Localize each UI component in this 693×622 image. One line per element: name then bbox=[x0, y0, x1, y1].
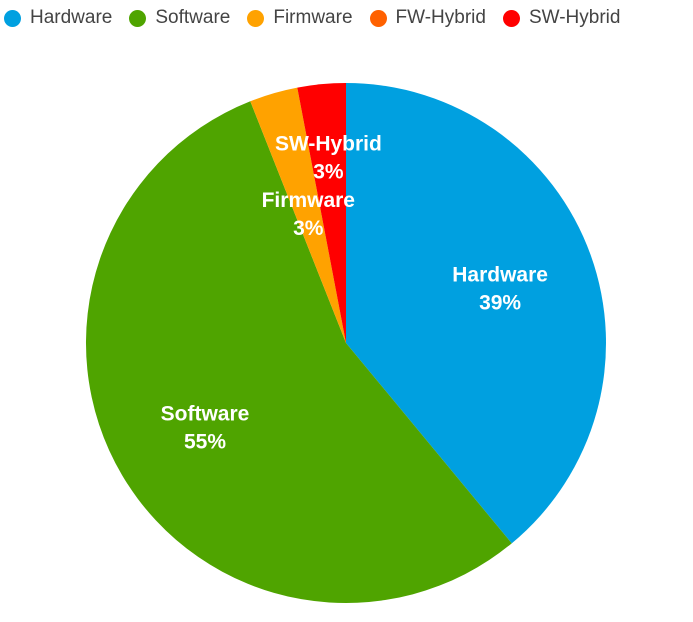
legend-item-hardware[interactable]: Hardware bbox=[4, 7, 112, 29]
legend-label-sw-hybrid: SW-Hybrid bbox=[528, 7, 621, 28]
legend-item-sw-hybrid[interactable]: SW-Hybrid bbox=[502, 7, 621, 29]
slice-label-hardware: Hardware bbox=[452, 264, 548, 287]
legend-label-software: Software bbox=[155, 7, 231, 28]
legend-swatch-fw-hybrid bbox=[369, 9, 387, 27]
legend-swatch-sw-hybrid bbox=[502, 9, 520, 27]
legend-label-fw-hybrid: FW-Hybrid bbox=[395, 7, 486, 28]
slice-label-software: Software bbox=[161, 402, 250, 425]
chart-legend: Hardware Software Firmware FW-Hybrid SW-… bbox=[4, 4, 620, 32]
slice-label-firmware: Firmware bbox=[262, 189, 355, 212]
pie-slice-labels: Hardware 39% Software 55% Firmware 3% SW-Hybri… bbox=[161, 133, 548, 454]
slice-value-firmware: 3% bbox=[293, 217, 324, 240]
pie-slices bbox=[85, 83, 606, 604]
slice-label-sw-hybrid: SW-Hybrid bbox=[275, 133, 382, 156]
slice-value-software: 55% bbox=[184, 430, 226, 453]
legend-item-firmware[interactable]: Firmware bbox=[247, 7, 353, 29]
slice-value-sw-hybrid: 3% bbox=[313, 161, 344, 184]
legend-swatch-software bbox=[129, 9, 147, 27]
legend-label-hardware: Hardware bbox=[30, 7, 113, 28]
pie-slice-firmware[interactable] bbox=[250, 87, 346, 343]
legend-item-fw-hybrid[interactable]: FW-Hybrid bbox=[369, 7, 486, 29]
legend-label-firmware: Firmware bbox=[273, 7, 353, 28]
slice-value-hardware: 39% bbox=[479, 292, 521, 315]
legend-swatch-hardware bbox=[4, 9, 21, 27]
legend-item-software[interactable]: Software bbox=[129, 7, 230, 29]
legend-swatch-firmware bbox=[247, 9, 265, 27]
pie-slice-software[interactable] bbox=[85, 101, 512, 604]
pie-slice-sw-hybrid[interactable] bbox=[297, 83, 346, 343]
pie-slice-hardware[interactable] bbox=[346, 83, 606, 544]
